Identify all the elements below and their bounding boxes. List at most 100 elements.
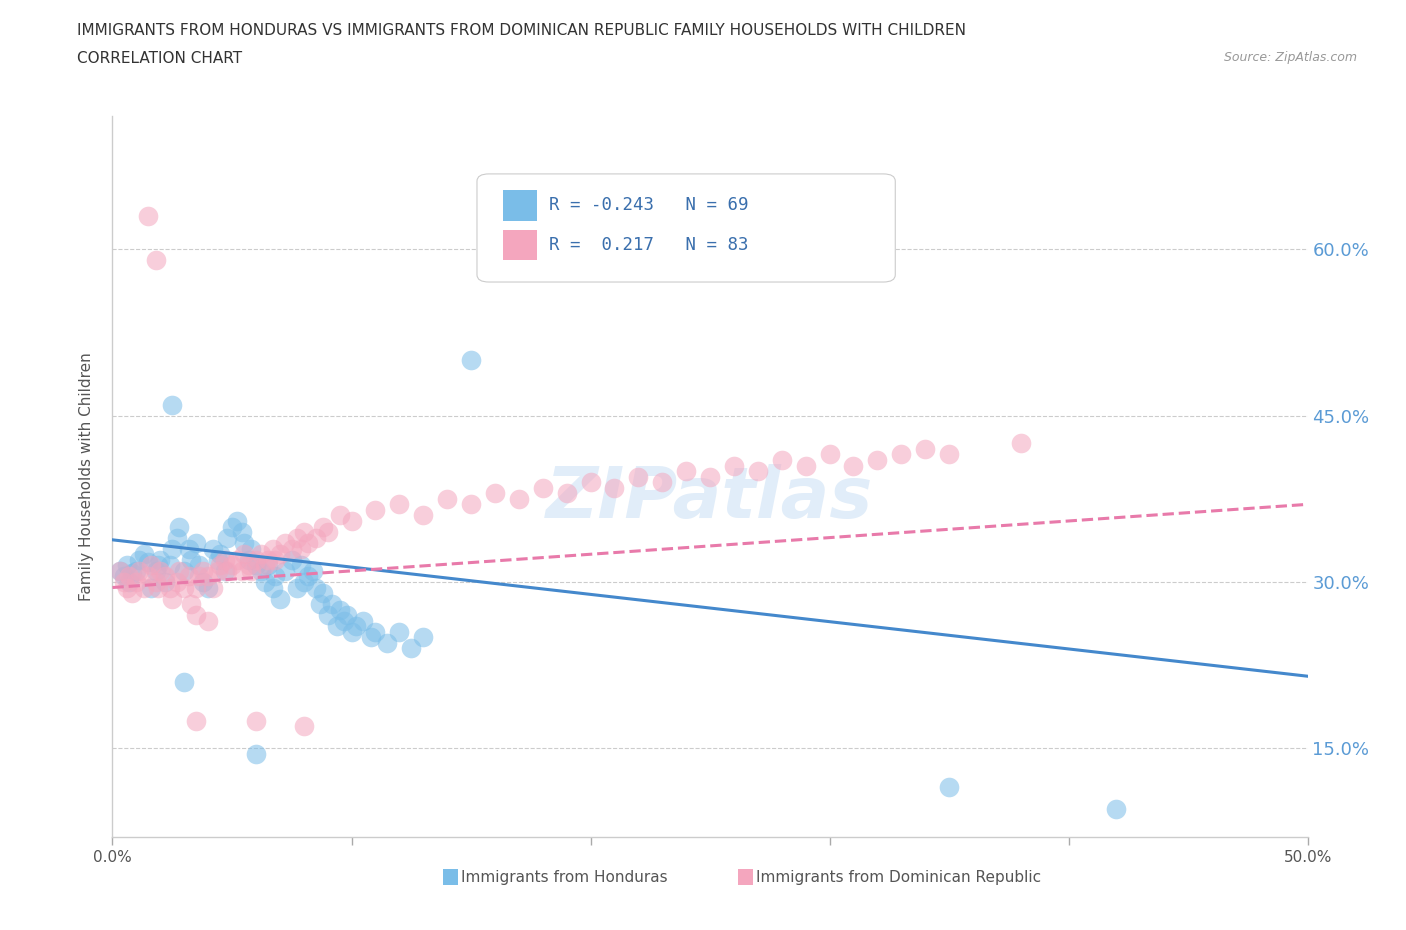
Point — [305, 530, 328, 545]
Point — [149, 552, 172, 567]
Text: R =  0.217   N = 83: R = 0.217 N = 83 — [548, 235, 748, 254]
Point — [321, 597, 343, 612]
Point — [166, 530, 188, 545]
Point — [177, 541, 200, 556]
Point — [770, 453, 793, 468]
Text: R = -0.243   N = 69: R = -0.243 N = 69 — [548, 196, 748, 214]
Point — [197, 580, 219, 595]
Point — [412, 630, 434, 644]
Point — [651, 474, 673, 489]
Point — [197, 614, 219, 629]
Point — [149, 564, 172, 578]
Point — [209, 558, 232, 573]
Point — [108, 564, 131, 578]
Point — [201, 580, 224, 595]
Point — [128, 564, 150, 578]
Point — [214, 552, 236, 567]
Point — [388, 497, 411, 512]
Point — [153, 569, 176, 584]
Point — [377, 635, 399, 650]
Point — [292, 575, 315, 590]
Point — [603, 480, 626, 495]
Point — [890, 447, 912, 462]
Point — [364, 624, 387, 639]
Point — [173, 674, 195, 689]
Point — [531, 480, 554, 495]
Point — [262, 541, 284, 556]
Point — [125, 564, 148, 578]
Point — [245, 713, 267, 728]
Point — [312, 519, 335, 534]
Point — [115, 558, 138, 573]
Point — [187, 569, 209, 584]
Point — [108, 564, 131, 578]
Point — [460, 497, 482, 512]
Point — [145, 253, 167, 268]
Point — [177, 569, 200, 584]
Point — [207, 552, 229, 567]
Point — [269, 547, 291, 562]
Point — [193, 564, 215, 578]
Text: CORRELATION CHART: CORRELATION CHART — [77, 51, 242, 66]
Point — [723, 458, 745, 473]
Point — [336, 608, 359, 623]
Point — [118, 575, 141, 590]
Point — [914, 442, 936, 457]
Point — [121, 565, 143, 580]
Point — [187, 558, 209, 573]
Point — [316, 608, 339, 623]
Point — [627, 469, 650, 484]
Point — [264, 569, 287, 584]
Point — [146, 558, 169, 573]
Point — [180, 552, 202, 567]
Point — [197, 569, 219, 584]
Point — [221, 519, 243, 534]
Point — [249, 564, 271, 578]
Point — [401, 641, 423, 656]
Point — [273, 564, 295, 578]
Point — [132, 547, 155, 562]
Point — [484, 485, 506, 500]
Point — [269, 591, 291, 606]
Point — [225, 552, 247, 567]
Bar — [503, 230, 537, 260]
Point — [217, 530, 239, 545]
Point — [139, 558, 162, 573]
Point — [579, 474, 602, 489]
Text: Immigrants from Honduras: Immigrants from Honduras — [461, 870, 668, 885]
Point — [747, 464, 769, 479]
Text: Immigrants from Dominican Republic: Immigrants from Dominican Republic — [756, 870, 1040, 885]
Point — [326, 618, 349, 633]
Point — [333, 614, 356, 629]
Point — [145, 564, 167, 578]
Point — [162, 591, 183, 606]
Point — [938, 779, 960, 794]
Point — [364, 502, 387, 517]
Point — [207, 564, 229, 578]
Point — [264, 552, 287, 567]
Point — [316, 525, 339, 539]
Point — [305, 580, 328, 595]
Point — [217, 564, 239, 578]
Point — [555, 485, 578, 500]
Point — [285, 530, 308, 545]
Point — [292, 719, 315, 734]
Point — [162, 541, 183, 556]
Point — [166, 575, 188, 590]
Point — [186, 580, 208, 595]
Point — [146, 580, 169, 595]
Point — [302, 564, 325, 578]
Point — [238, 552, 260, 567]
Point — [233, 547, 256, 562]
Point — [281, 552, 304, 567]
Point — [290, 558, 312, 573]
Point — [162, 397, 183, 412]
Point — [233, 536, 256, 551]
Point — [115, 580, 138, 595]
Text: ZIPatlas: ZIPatlas — [547, 464, 873, 533]
Point — [257, 552, 280, 567]
Point — [240, 564, 263, 578]
Point — [262, 580, 284, 595]
Point — [309, 597, 332, 612]
Point — [173, 580, 195, 595]
